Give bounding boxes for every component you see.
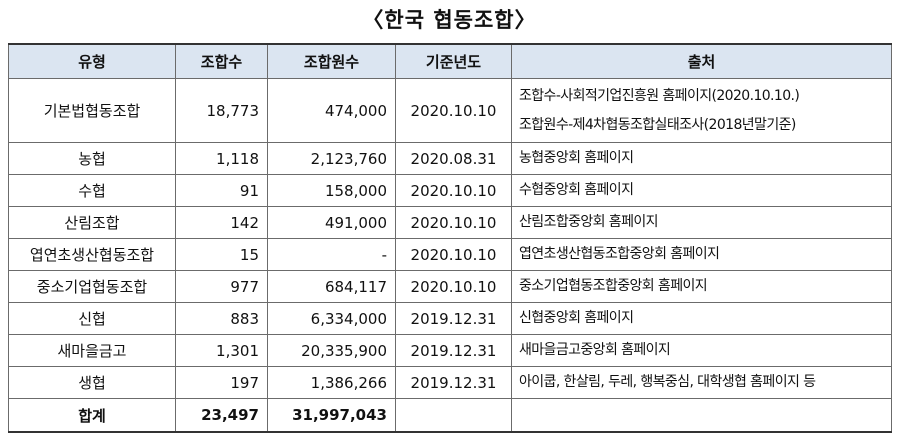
row-type: 수협: [8, 174, 176, 207]
row-count: 15: [175, 238, 268, 271]
row-members: 20,335,900: [267, 334, 396, 367]
row-count: 977: [175, 270, 268, 303]
header-members: 조합원수: [267, 43, 396, 79]
table-row: 생협 197 1,386,266 2019.12.31 아이쿱, 한살림, 두레, 행복…: [8, 366, 892, 399]
table-row: 중소기업협동조합 977 684,117 2020.10.10 중소기업협동조합중앙회 …: [8, 270, 892, 303]
page-title: 〈한국 협동조합〉: [362, 8, 537, 32]
header-type: 유형: [8, 43, 176, 79]
row-type: 기본법협동조합: [8, 78, 176, 143]
table-row: 농협 1,118 2,123,760 2020.08.31 농협중앙회 홈페이지: [8, 142, 892, 175]
header-source: 출처: [511, 43, 892, 79]
source-line: 농협중앙회 홈페이지: [519, 150, 634, 166]
row-count: 142: [175, 206, 268, 239]
row-count: 1,118: [175, 142, 268, 175]
row-members: 1,386,266: [267, 366, 396, 399]
header-count: 조합수: [175, 43, 268, 79]
table-body: 기본법협동조합 18,773 474,000 2020.10.10 조합수-사회적기업진…: [8, 78, 892, 399]
row-count: 197: [175, 366, 268, 399]
source-line: 조합원수-제4차협동조합실태조사(2018년말기준): [519, 116, 796, 133]
row-source: 농협중앙회 홈페이지: [511, 142, 892, 175]
row-date: 2019.12.31: [395, 302, 512, 335]
source-line: 중소기업협동조합중앙회 홈페이지: [519, 278, 708, 294]
row-members: 491,000: [267, 206, 396, 239]
source-line: 새마을금고중앙회 홈페이지: [519, 342, 671, 358]
row-date: 2020.10.10: [395, 174, 512, 207]
header-date: 기준년도: [395, 43, 512, 79]
row-date: 2019.12.31: [395, 334, 512, 367]
row-members: -: [267, 238, 396, 271]
row-count: 18,773: [175, 78, 268, 143]
row-count: 1,301: [175, 334, 268, 367]
row-type: 생협: [8, 366, 176, 399]
table-row: 새마을금고 1,301 20,335,900 2019.12.31 새마을금고중앙회 홈…: [8, 334, 892, 367]
row-date: 2020.10.10: [395, 270, 512, 303]
header-row: 유형 조합수 조합원수 기준년도 출처: [8, 43, 892, 79]
total-members: 31,997,043: [267, 398, 396, 433]
row-source: 엽연초생산협동조합중앙회 홈페이지: [511, 238, 892, 271]
cooperatives-table: 유형 조합수 조합원수 기준년도 출처 기본법협동조합 18,773 474,000…: [8, 43, 892, 433]
row-source: 수협중앙회 홈페이지: [511, 174, 892, 207]
row-members: 2,123,760: [267, 142, 396, 175]
table-row: 산림조합 142 491,000 2020.10.10 산림조합중앙회 홈페이지: [8, 206, 892, 239]
row-type: 중소기업협동조합: [8, 270, 176, 303]
total-source: [511, 398, 892, 433]
row-date: 2020.10.10: [395, 238, 512, 271]
row-source: 새마을금고중앙회 홈페이지: [511, 334, 892, 367]
table-row: 엽연초생산협동조합 15-2020.10.10 엽연초생산협동조합중앙회 홈페이지: [8, 238, 892, 271]
row-count: 91: [175, 174, 268, 207]
row-date: 2020.10.10: [395, 78, 512, 143]
row-source: 중소기업협동조합중앙회 홈페이지: [511, 270, 892, 303]
table-row: 기본법협동조합 18,773 474,000 2020.10.10 조합수-사회적기업진…: [8, 78, 892, 143]
source-line: 조합수-사회적기업진흥원 홈페이지(2020.10.10.): [519, 87, 800, 104]
source-line: 신협중앙회 홈페이지: [519, 310, 634, 326]
total-label: 합계: [8, 398, 176, 433]
total-date: [395, 398, 512, 433]
row-type: 새마을금고: [8, 334, 176, 367]
row-members: 474,000: [267, 78, 396, 143]
source-line: 엽연초생산협동조합중앙회 홈페이지: [519, 246, 720, 262]
table-row: 수협 91 158,000 2020.10.10 수협중앙회 홈페이지: [8, 174, 892, 207]
row-count: 883: [175, 302, 268, 335]
row-date: 2020.10.10: [395, 206, 512, 239]
total-count: 23,497: [175, 398, 268, 433]
source-line: 아이쿱, 한살림, 두레, 행복중심, 대학생협 홈페이지 등: [519, 374, 816, 390]
row-type: 산림조합: [8, 206, 176, 239]
row-source: 산림조합중앙회 홈페이지: [511, 206, 892, 239]
row-type: 신협: [8, 302, 176, 335]
row-date: 2020.08.31: [395, 142, 512, 175]
source-line: 수협중앙회 홈페이지: [519, 182, 634, 198]
row-source: 조합수-사회적기업진흥원 홈페이지(2020.10.10.) 조합원수-제4차협동…: [511, 78, 892, 143]
row-members: 158,000: [267, 174, 396, 207]
row-source: 신협중앙회 홈페이지: [511, 302, 892, 335]
table-row: 신협 883 6,334,000 2019.12.31 신협중앙회 홈페이지: [8, 302, 892, 335]
source-line: 산림조합중앙회 홈페이지: [519, 214, 659, 230]
row-date: 2019.12.31: [395, 366, 512, 399]
row-members: 684,117: [267, 270, 396, 303]
total-row: 합계 23,497 31,997,043: [8, 398, 892, 433]
row-members: 6,334,000: [267, 302, 396, 335]
row-type: 농협: [8, 142, 176, 175]
row-source: 아이쿱, 한살림, 두레, 행복중심, 대학생협 홈페이지 등: [511, 366, 892, 399]
row-type: 엽연초생산협동조합: [8, 238, 176, 271]
